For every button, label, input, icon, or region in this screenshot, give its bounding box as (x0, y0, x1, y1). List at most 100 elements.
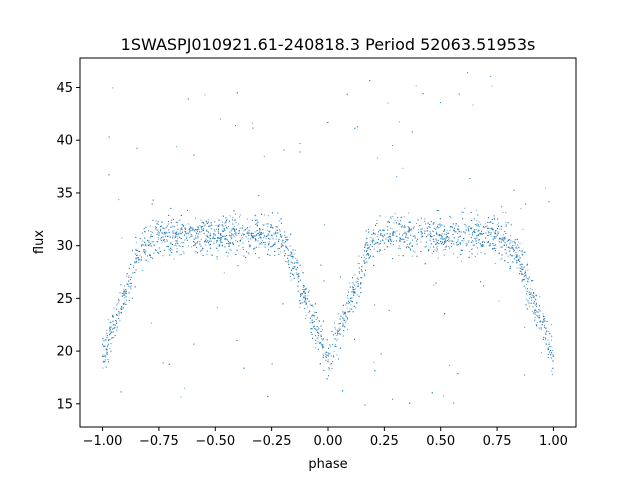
scatter-point (424, 218, 426, 220)
scatter-point (533, 296, 535, 298)
scatter-point (129, 282, 131, 284)
scatter-point (535, 295, 537, 297)
scatter-point (523, 285, 525, 287)
scatter-point (193, 154, 195, 156)
scatter-point (342, 325, 344, 327)
scatter-point (302, 272, 304, 274)
scatter-point (231, 241, 233, 243)
scatter-point (240, 234, 242, 236)
scatter-point (337, 333, 339, 335)
scatter-point (445, 237, 447, 239)
scatter-point (529, 305, 531, 307)
scatter-point (141, 232, 143, 234)
scatter-point (303, 288, 305, 290)
scatter-point (280, 218, 282, 220)
scatter-point (402, 255, 404, 257)
scatter-point (456, 242, 458, 244)
scatter-point (234, 230, 236, 232)
scatter-point (116, 326, 118, 328)
scatter-point (393, 231, 395, 233)
scatter-point (187, 232, 189, 234)
scatter-point (185, 233, 187, 235)
scatter-point (110, 326, 112, 328)
scatter-point (333, 334, 335, 336)
scatter-point (213, 242, 215, 244)
scatter-point (202, 230, 204, 232)
scatter-point (235, 239, 237, 241)
scatter-point (438, 235, 440, 237)
scatter-point (334, 345, 336, 347)
scatter-point (535, 294, 537, 296)
scatter-point (255, 246, 257, 248)
scatter-point (378, 251, 380, 253)
scatter-point (436, 245, 438, 247)
scatter-point (261, 213, 263, 215)
scatter-point (367, 253, 369, 255)
scatter-point (149, 243, 151, 245)
scatter-point (214, 238, 216, 239)
scatter-point (415, 240, 417, 242)
scatter-point (405, 234, 407, 236)
scatter-point (209, 244, 211, 246)
scatter-point (275, 226, 277, 228)
scatter-point (119, 292, 121, 294)
scatter-point (333, 322, 335, 324)
scatter-point (457, 236, 459, 238)
scatter-point (294, 253, 296, 255)
scatter-point (314, 328, 316, 330)
scatter-point (476, 235, 478, 237)
scatter-point (478, 241, 480, 243)
scatter-point (281, 241, 283, 243)
scatter-point (138, 258, 140, 260)
scatter-point (482, 232, 484, 234)
scatter-point (103, 354, 105, 356)
scatter-point (249, 226, 251, 228)
scatter-point (201, 249, 203, 251)
scatter-point (369, 249, 371, 251)
scatter-point (387, 226, 389, 228)
scatter-point (433, 284, 435, 286)
scatter-point (488, 217, 490, 219)
scatter-point (315, 339, 317, 341)
scatter-point (269, 231, 271, 233)
scatter-point (275, 231, 277, 233)
scatter-point (249, 244, 251, 246)
scatter-point (179, 232, 181, 234)
scatter-point (139, 259, 141, 261)
scatter-point (248, 229, 250, 231)
scatter-point (290, 251, 292, 253)
scatter-point (524, 326, 526, 328)
scatter-point (155, 249, 157, 251)
scatter-point (489, 245, 491, 247)
scatter-point (176, 240, 178, 242)
scatter-point (392, 232, 394, 234)
scatter-point (451, 227, 453, 229)
scatter-point (212, 237, 214, 239)
scatter-point (368, 257, 370, 259)
scatter-point (366, 237, 368, 239)
scatter-point (313, 315, 315, 317)
scatter-point (290, 255, 292, 257)
scatter-point (334, 338, 336, 340)
scatter-point (235, 254, 237, 256)
scatter-point (338, 327, 340, 329)
scatter-point (245, 257, 247, 259)
scatter-point (162, 232, 164, 234)
scatter-point (401, 238, 403, 240)
scatter-point (457, 228, 459, 230)
scatter-point (398, 223, 400, 225)
scatter-point (130, 285, 132, 287)
scatter-point (350, 291, 352, 293)
scatter-point (364, 250, 366, 252)
scatter-point (443, 233, 445, 235)
scatter-point (260, 233, 262, 235)
scatter-point (366, 261, 368, 263)
scatter-point (109, 326, 111, 328)
scatter-point (357, 281, 359, 283)
scatter-point (448, 364, 450, 366)
scatter-point (136, 249, 138, 251)
scatter-point (248, 232, 250, 234)
scatter-point (153, 244, 155, 246)
scatter-point (140, 245, 142, 247)
scatter-point (113, 327, 115, 329)
